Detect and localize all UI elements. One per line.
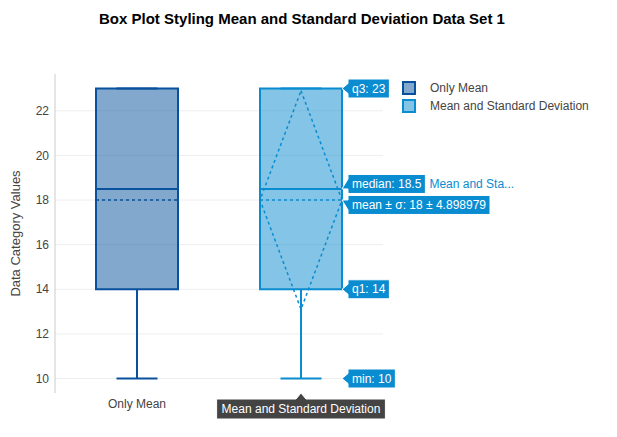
hover-text: q3: 23 — [352, 82, 386, 96]
y-axis-title: Data Category Values — [8, 170, 23, 297]
y-tick-label: 14 — [36, 282, 50, 296]
legend-symbol — [403, 100, 415, 112]
hover-label: min: 10 — [342, 369, 395, 388]
lower-cap — [281, 378, 322, 380]
x-tick-label: Mean and Standard Deviation — [222, 402, 381, 416]
upper-cap — [281, 88, 322, 90]
legend-label: Mean and Standard Deviation — [430, 99, 589, 113]
box — [96, 89, 178, 290]
median-line — [96, 188, 178, 190]
hover-label: median: 18.5 Mean and Sta... — [342, 174, 514, 193]
upper-cap — [117, 88, 158, 90]
box — [260, 89, 342, 290]
hover-text: mean ± σ: 18 ± 4.898979 — [352, 198, 486, 212]
grid-line — [55, 378, 383, 379]
lower-whisker — [300, 289, 302, 378]
sd-diamond — [260, 91, 342, 310]
hover-box — [342, 369, 395, 388]
hover-trace-name: Mean and Sta... — [429, 177, 514, 191]
title: Box Plot Styling Mean and Standard Devia… — [99, 10, 505, 27]
y-axis-line — [55, 74, 56, 393]
mean-line — [260, 199, 342, 201]
y-tick-label: 20 — [36, 149, 50, 163]
hover-box — [342, 195, 490, 214]
hover-label: mean ± σ: 18 ± 4.898979 — [342, 195, 490, 214]
grid-line — [55, 200, 383, 201]
median-line — [260, 188, 342, 190]
hover-text: q1: 14 — [352, 282, 386, 296]
box-trace — [260, 89, 342, 379]
legend-label: Only Mean — [430, 81, 488, 95]
hover-label: q1: 14 — [342, 280, 389, 299]
y-tick-label: 12 — [36, 327, 50, 341]
grid-line — [55, 333, 383, 334]
hover-label: q3: 23 — [342, 79, 389, 98]
hover-box — [342, 280, 389, 299]
y-tick-label: 10 — [36, 372, 50, 386]
x-tick-label: Only Mean — [108, 397, 166, 411]
hover-box — [342, 174, 425, 193]
plot-area — [96, 89, 342, 379]
hover-text: min: 10 — [352, 372, 392, 386]
lower-whisker — [136, 289, 138, 378]
lower-cap — [117, 378, 158, 380]
box-trace — [96, 89, 178, 379]
legend-symbol — [403, 82, 415, 94]
y-tick-label: 18 — [36, 193, 50, 207]
mean-line — [96, 199, 178, 201]
hover-text: median: 18.5 — [352, 177, 422, 191]
x-hover-label: Mean and Standard Deviation — [217, 393, 386, 419]
y-tick-label: 16 — [36, 238, 50, 252]
hover-box — [342, 79, 389, 98]
chart: Box Plot Styling Mean and Standard Devia… — [0, 0, 617, 437]
y-tick-label: 22 — [36, 104, 50, 118]
x-hover-box — [217, 393, 386, 419]
